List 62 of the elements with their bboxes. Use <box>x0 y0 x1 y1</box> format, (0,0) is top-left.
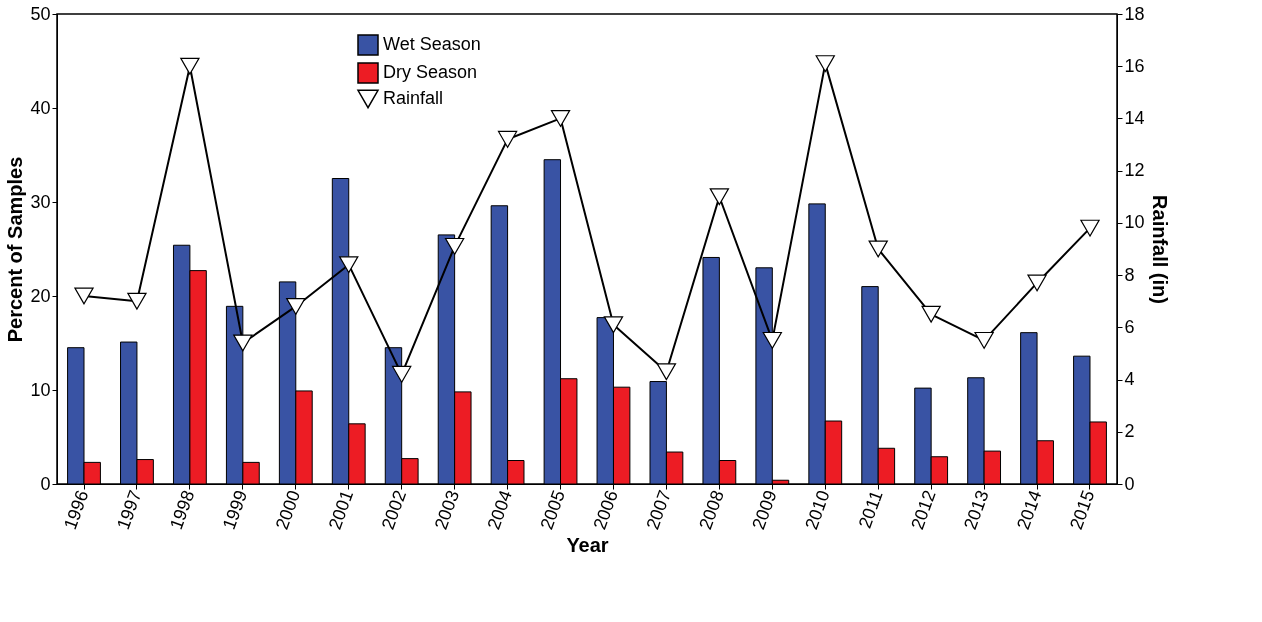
x-tick-label: 2004 <box>483 487 517 533</box>
y2-tick-label: 2 <box>1124 421 1135 442</box>
point <box>921 305 941 323</box>
point <box>180 57 200 75</box>
x-tick-label: 2002 <box>377 487 411 533</box>
y2-tick-label: 0 <box>1124 473 1135 494</box>
point <box>233 334 253 352</box>
x-tick-label: 2014 <box>1013 487 1046 533</box>
y2-axis-title: Rainfall (in) <box>1148 195 1171 304</box>
point <box>127 292 147 310</box>
x-tick-label: 2012 <box>907 487 940 533</box>
x-tick-label: 2008 <box>695 487 728 533</box>
x-tick-label: 2000 <box>271 487 305 533</box>
x-tick-label: 1998 <box>165 487 199 533</box>
point <box>815 55 835 73</box>
x-tick-label: 2009 <box>748 487 781 533</box>
x-tick-label: 2005 <box>536 487 569 533</box>
y-axis-title: Percent of Samples <box>4 156 27 343</box>
y2-tick-label: 4 <box>1124 369 1135 390</box>
x-axis-title: Year <box>566 534 609 557</box>
x-tick-label: 1999 <box>218 487 252 533</box>
legend-label: Wet Season <box>383 34 481 54</box>
legend-label: Dry Season <box>383 62 478 82</box>
x-tick-label: 2001 <box>324 487 358 533</box>
y-tick-label: 40 <box>30 97 51 118</box>
x-tick-label: 2013 <box>960 487 993 533</box>
point <box>1080 219 1100 237</box>
point <box>550 109 571 127</box>
point <box>392 365 412 383</box>
y2-tick-label: 12 <box>1124 160 1145 181</box>
point <box>1027 274 1047 292</box>
point <box>868 240 888 258</box>
y2-tick-label: 8 <box>1124 264 1135 285</box>
x-tick-label: 1997 <box>112 487 146 533</box>
point <box>603 316 624 334</box>
y2-tick-label: 18 <box>1124 3 1145 24</box>
x-tick-label: 2015 <box>1065 487 1099 533</box>
y-tick-label: 10 <box>30 379 51 400</box>
y2-tick-label: 6 <box>1124 316 1135 337</box>
point <box>286 297 306 315</box>
y-tick-label: 30 <box>30 191 51 212</box>
y-tick-label: 20 <box>30 285 51 306</box>
x-tick-label: 1996 <box>59 487 93 533</box>
x-tick-label: 2006 <box>589 487 622 533</box>
y2-tick-label: 10 <box>1124 212 1145 233</box>
x-tick-label: 2010 <box>801 487 834 533</box>
y2-tick-label: 14 <box>1124 107 1145 128</box>
point <box>74 287 94 305</box>
x-tick-label: 2003 <box>430 487 464 533</box>
point <box>974 331 994 349</box>
legend-label: Rainfall <box>383 88 444 108</box>
point <box>709 188 730 206</box>
point <box>444 237 465 255</box>
x-tick-label: 2011 <box>854 487 887 531</box>
y-tick-label: 50 <box>30 3 51 24</box>
point <box>497 130 518 148</box>
y2-tick-label: 16 <box>1124 55 1145 76</box>
point <box>656 363 677 381</box>
point <box>762 331 782 349</box>
x-tick-label: 2007 <box>642 487 675 533</box>
y-tick-label: 0 <box>40 473 51 494</box>
point <box>339 256 359 274</box>
